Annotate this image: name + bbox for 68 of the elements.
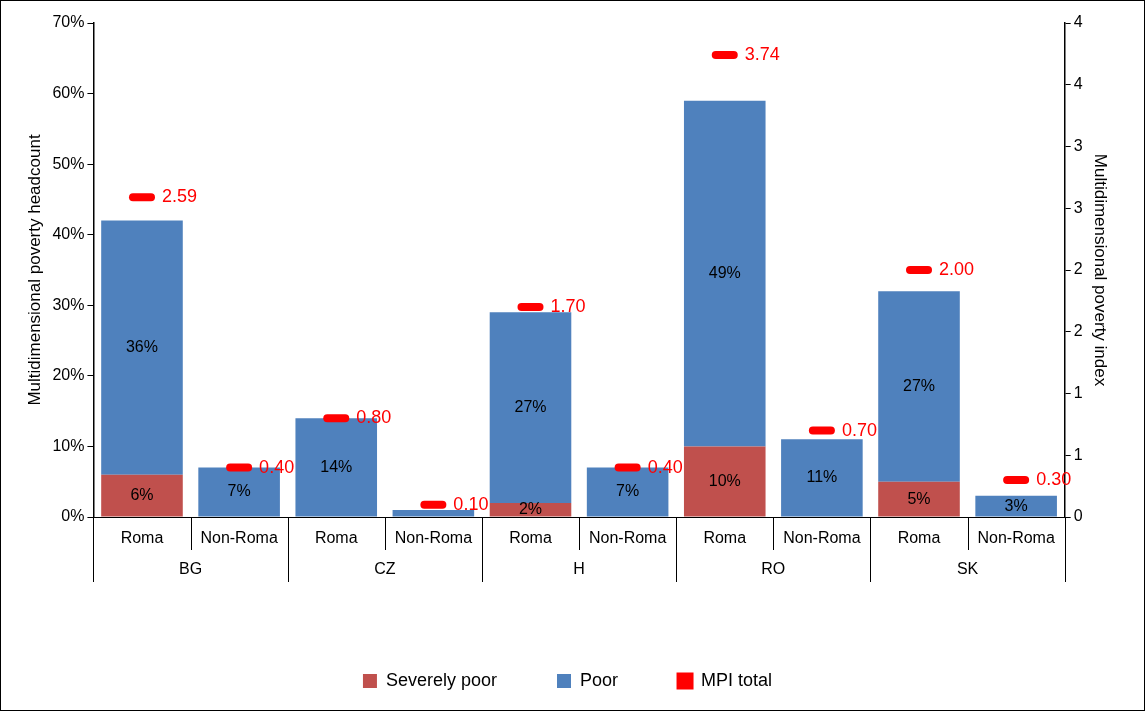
y-tick-label: 10% xyxy=(52,436,85,454)
legend-label: MPI total xyxy=(701,669,773,690)
data-label: 49% xyxy=(708,263,741,281)
x-tick-label: Non-Roma xyxy=(783,529,861,547)
data-label: 7% xyxy=(227,482,251,500)
x-tick-label: Non-Roma xyxy=(394,529,473,547)
y2-tick-label: 3 xyxy=(1073,136,1083,154)
data-label: 3% xyxy=(1004,496,1028,514)
data-label: 11% xyxy=(806,468,838,486)
bar xyxy=(878,481,960,517)
text: CZ xyxy=(374,560,396,578)
bar xyxy=(683,100,766,447)
data-label: 2.00 xyxy=(939,258,975,279)
y2-tick-label: 4 xyxy=(1073,75,1083,93)
x-tick-label: Roma xyxy=(509,529,552,547)
y2-tick-label: 2 xyxy=(1073,260,1083,278)
y-tick-label: 60% xyxy=(52,83,85,101)
y2-tick-label: 2 xyxy=(1073,322,1083,340)
data-label: 36% xyxy=(125,338,158,356)
x-tick-label: Non-Roma xyxy=(588,529,667,547)
y-tick-label: 30% xyxy=(52,295,85,313)
data-label: 7% xyxy=(616,482,640,500)
data-label: 3.74 xyxy=(744,44,780,65)
data-label: 2.59 xyxy=(161,186,198,207)
data-label: 0.80 xyxy=(356,407,392,428)
data-label: 1.70 xyxy=(550,296,586,317)
y-tick-label: 50% xyxy=(52,154,85,172)
text: SK xyxy=(956,560,979,578)
bar xyxy=(101,220,183,475)
y-tick-label: 40% xyxy=(52,225,85,243)
x-tick-label: Non-Roma xyxy=(977,529,1055,547)
data-label: 27% xyxy=(902,376,936,394)
y-tick-label: 20% xyxy=(52,366,85,384)
bar xyxy=(489,312,572,503)
data-label: 0.70 xyxy=(841,419,877,440)
text: RO xyxy=(761,560,786,578)
x-tick-label: Roma xyxy=(703,529,747,547)
bar xyxy=(878,291,960,482)
data-label: 10% xyxy=(708,471,741,489)
text: H xyxy=(573,560,585,578)
legend-label: Poor xyxy=(580,669,619,690)
bar xyxy=(781,439,863,517)
y-tick-label: 0% xyxy=(61,507,85,525)
x-tick-label: Roma xyxy=(314,529,358,547)
y2-tick-label: 1 xyxy=(1073,445,1083,463)
data-label: 27% xyxy=(514,398,547,416)
data-label: 0.40 xyxy=(647,456,683,477)
text: BG xyxy=(178,560,203,578)
y2-tick-label: 3 xyxy=(1073,198,1083,216)
y-tick-label: 70% xyxy=(52,13,85,31)
y2-axis-title: Multidimensional poverty index xyxy=(1091,153,1111,387)
x-tick-label: Roma xyxy=(120,529,164,547)
bar xyxy=(101,474,183,517)
data-label: 0.10 xyxy=(453,493,489,514)
data-label: 6% xyxy=(130,485,154,503)
y-axis-title: Multidimensional poverty headcount xyxy=(24,134,44,406)
legend-label: Severely poor xyxy=(385,669,498,690)
y2-tick-label: 4 xyxy=(1073,13,1083,31)
data-label: 14% xyxy=(320,457,353,475)
data-label: 2% xyxy=(518,500,543,518)
data-label: 5% xyxy=(907,489,931,507)
bar xyxy=(683,446,766,517)
y2-tick-label: 1 xyxy=(1073,383,1083,401)
y2-tick-label: 0 xyxy=(1073,507,1083,525)
x-tick-label: Non-Roma xyxy=(200,529,278,547)
bar xyxy=(392,509,475,517)
bar xyxy=(975,495,1057,517)
x-tick-label: Roma xyxy=(897,529,941,547)
